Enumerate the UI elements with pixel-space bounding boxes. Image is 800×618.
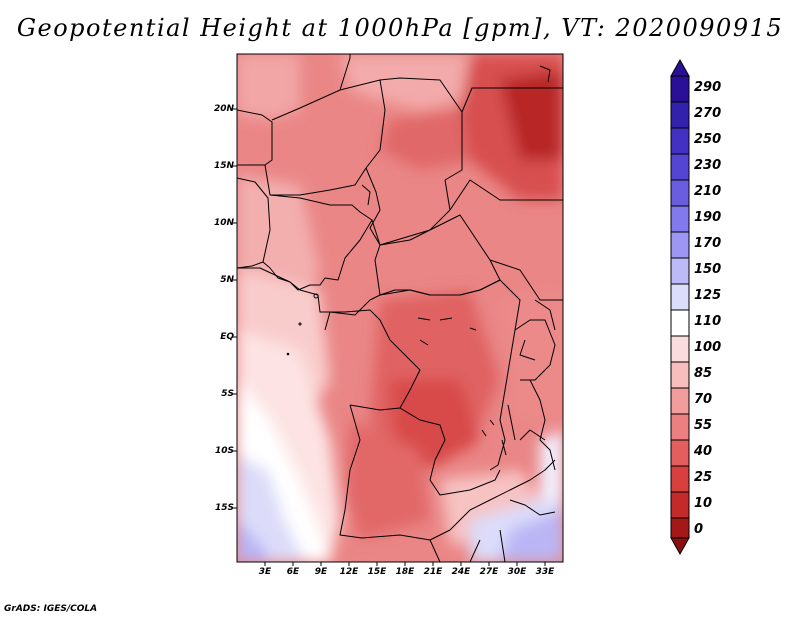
colorbar-bottom-arrow <box>670 537 690 556</box>
colorbar-label-270: 270 <box>694 106 722 121</box>
lat-label-eq: EQ <box>220 332 234 342</box>
colorbar-label-85: 85 <box>694 366 713 381</box>
axis-ticks <box>233 108 546 566</box>
colorbar-label-100: 100 <box>694 340 722 355</box>
colorbar-label-110: 110 <box>694 314 722 329</box>
lon-label-21e: 21E <box>423 567 443 577</box>
lon-label-18e: 18E <box>395 567 415 577</box>
colorbar-label-55: 55 <box>694 418 713 433</box>
lon-label-3e: 3E <box>258 567 272 577</box>
chart-title: Geopotential Height at 1000hPa [gpm], VT… <box>16 14 784 42</box>
lat-label-5s: 5S <box>221 389 234 399</box>
colorbar-label-0: 0 <box>694 522 704 537</box>
lat-label-20n: 20N <box>213 104 234 114</box>
colorbar-label-230: 230 <box>694 158 722 173</box>
country-borders <box>237 54 563 562</box>
colorbar-label-10: 10 <box>694 496 713 511</box>
lat-label-15s: 15S <box>214 503 234 513</box>
grads-credit: GrADS: IGES/COLA <box>4 604 98 614</box>
colorbar-label-190: 190 <box>694 210 722 225</box>
map-frame <box>236 53 564 563</box>
lat-label-10n: 10N <box>213 218 234 228</box>
colorbar-label-170: 170 <box>694 236 722 251</box>
lon-label-9e: 9E <box>314 567 328 577</box>
lon-label-6e: 6E <box>286 567 300 577</box>
lon-label-24e: 24E <box>451 567 471 577</box>
lat-label-15n: 15N <box>213 161 234 171</box>
colorbar-label-290: 290 <box>694 80 722 95</box>
geopotential-field <box>237 54 563 562</box>
lon-label-27e: 27E <box>479 567 499 577</box>
colorbar-label-125: 125 <box>694 288 722 303</box>
colorbar-label-70: 70 <box>694 392 713 407</box>
colorbar-label-40: 40 <box>694 444 713 459</box>
colorbar-label-25: 25 <box>694 470 713 485</box>
lat-label-5n: 5N <box>220 275 234 285</box>
lon-label-15e: 15E <box>367 567 387 577</box>
lon-label-12e: 12E <box>339 567 359 577</box>
lon-label-30e: 30E <box>507 567 527 577</box>
colorbar-top-arrow <box>670 58 690 77</box>
colorbar-label-250: 250 <box>694 132 722 147</box>
lat-label-10s: 10S <box>214 446 234 456</box>
lon-label-33e: 33E <box>535 567 555 577</box>
colorbar-label-150: 150 <box>694 262 722 277</box>
colorbar-label-210: 210 <box>694 184 722 199</box>
colorbar <box>670 58 690 556</box>
